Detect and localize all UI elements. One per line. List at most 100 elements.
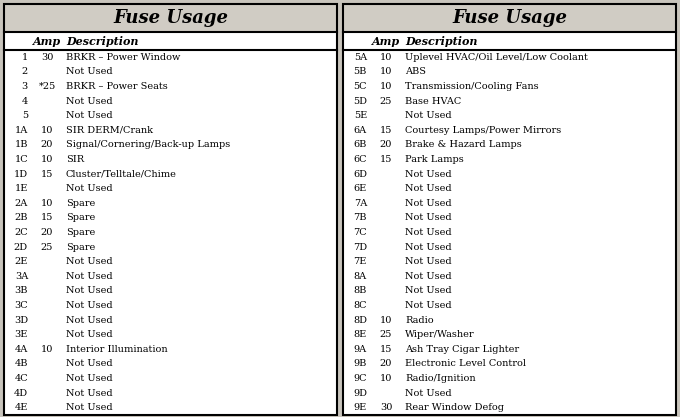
Text: Rear Window Defog: Rear Window Defog (405, 403, 504, 412)
Text: Not Used: Not Used (405, 111, 452, 120)
Text: Uplevel HVAC/Oil Level/Low Coolant: Uplevel HVAC/Oil Level/Low Coolant (405, 53, 588, 62)
Text: 10: 10 (380, 68, 392, 76)
Text: 9B: 9B (354, 359, 367, 368)
Text: 3B: 3B (14, 286, 28, 295)
Text: Not Used: Not Used (405, 184, 452, 193)
Text: 15: 15 (380, 126, 392, 135)
Text: 5A: 5A (354, 53, 367, 62)
Text: Radio: Radio (405, 316, 434, 324)
Bar (343, 4, 676, 415)
Text: Not Used: Not Used (66, 68, 113, 76)
Text: 25: 25 (380, 330, 392, 339)
Text: 3C: 3C (14, 301, 28, 310)
Text: 1E: 1E (15, 184, 28, 193)
Text: 6D: 6D (353, 170, 367, 178)
Text: BRKR – Power Window: BRKR – Power Window (66, 53, 180, 62)
Text: 8A: 8A (354, 272, 367, 281)
Text: 4E: 4E (15, 403, 28, 412)
Text: 10: 10 (380, 374, 392, 383)
Text: Description: Description (405, 35, 477, 47)
Text: 10: 10 (41, 345, 53, 354)
Text: Courtesy Lamps/Power Mirrors: Courtesy Lamps/Power Mirrors (405, 126, 561, 135)
Text: 20: 20 (380, 359, 392, 368)
Text: 15: 15 (380, 345, 392, 354)
Text: Not Used: Not Used (66, 330, 113, 339)
Text: 25: 25 (380, 97, 392, 106)
Text: 15: 15 (41, 214, 53, 222)
Text: Not Used: Not Used (66, 316, 113, 324)
Text: 4C: 4C (14, 374, 28, 383)
Text: Not Used: Not Used (405, 170, 452, 178)
Text: Not Used: Not Used (405, 389, 452, 397)
Text: Not Used: Not Used (66, 184, 113, 193)
Text: Brake & Hazard Lamps: Brake & Hazard Lamps (405, 141, 522, 149)
Text: Not Used: Not Used (66, 111, 113, 120)
Text: 10: 10 (380, 316, 392, 324)
Text: 2E: 2E (15, 257, 28, 266)
Text: Fuse Usage: Fuse Usage (113, 9, 228, 27)
Text: 15: 15 (380, 155, 392, 164)
Text: Amp: Amp (372, 35, 400, 47)
Text: 2D: 2D (14, 243, 28, 251)
Text: Not Used: Not Used (66, 286, 113, 295)
Text: 2B: 2B (14, 214, 28, 222)
Text: 2C: 2C (14, 228, 28, 237)
Text: 4A: 4A (15, 345, 28, 354)
Text: 6B: 6B (354, 141, 367, 149)
Text: 30: 30 (41, 53, 53, 62)
Text: 1C: 1C (14, 155, 28, 164)
Text: 1: 1 (22, 53, 28, 62)
Text: 8E: 8E (354, 330, 367, 339)
Text: 6E: 6E (354, 184, 367, 193)
Text: SIR DERM/Crank: SIR DERM/Crank (66, 126, 153, 135)
Text: 25: 25 (41, 243, 53, 251)
Text: 5E: 5E (354, 111, 367, 120)
Text: 3D: 3D (14, 316, 28, 324)
Text: Not Used: Not Used (66, 301, 113, 310)
Text: Not Used: Not Used (66, 272, 113, 281)
Text: Not Used: Not Used (405, 199, 452, 208)
Text: 15: 15 (41, 170, 53, 178)
Text: Signal/Cornering/Back-up Lamps: Signal/Cornering/Back-up Lamps (66, 141, 231, 149)
Text: 5: 5 (22, 111, 28, 120)
Text: 10: 10 (41, 126, 53, 135)
Text: 7E: 7E (354, 257, 367, 266)
Text: 6C: 6C (354, 155, 367, 164)
Text: 20: 20 (41, 228, 53, 237)
Text: 20: 20 (380, 141, 392, 149)
Text: Not Used: Not Used (405, 243, 452, 251)
Text: 4: 4 (22, 97, 28, 106)
Text: *25: *25 (38, 82, 56, 91)
Text: ABS: ABS (405, 68, 426, 76)
Text: Ash Tray Cigar Lighter: Ash Tray Cigar Lighter (405, 345, 519, 354)
Bar (4, 4, 337, 415)
Text: 1B: 1B (14, 141, 28, 149)
Text: 1A: 1A (15, 126, 28, 135)
Text: Spare: Spare (66, 199, 95, 208)
Text: Cluster/Telltale/Chime: Cluster/Telltale/Chime (66, 170, 177, 178)
Text: 10: 10 (41, 199, 53, 208)
Text: Amp: Amp (33, 35, 61, 47)
Text: 9C: 9C (354, 374, 367, 383)
Text: Transmission/Cooling Fans: Transmission/Cooling Fans (405, 82, 539, 91)
Text: Not Used: Not Used (405, 286, 452, 295)
Text: Not Used: Not Used (405, 301, 452, 310)
Text: 8D: 8D (353, 316, 367, 324)
Text: Not Used: Not Used (66, 389, 113, 397)
Text: Fuse Usage: Fuse Usage (452, 9, 567, 27)
Text: Park Lamps: Park Lamps (405, 155, 464, 164)
Text: 9D: 9D (353, 389, 367, 397)
Text: 9E: 9E (354, 403, 367, 412)
Text: 2: 2 (22, 68, 28, 76)
Text: Not Used: Not Used (405, 214, 452, 222)
Text: Not Used: Not Used (66, 403, 113, 412)
Text: 5B: 5B (354, 68, 367, 76)
Text: 1D: 1D (14, 170, 28, 178)
Text: Radio/Ignition: Radio/Ignition (405, 374, 475, 383)
Text: Not Used: Not Used (405, 228, 452, 237)
Text: 5D: 5D (353, 97, 367, 106)
Text: Electronic Level Control: Electronic Level Control (405, 359, 526, 368)
Text: Not Used: Not Used (405, 272, 452, 281)
Text: Not Used: Not Used (66, 374, 113, 383)
Text: 3A: 3A (15, 272, 28, 281)
